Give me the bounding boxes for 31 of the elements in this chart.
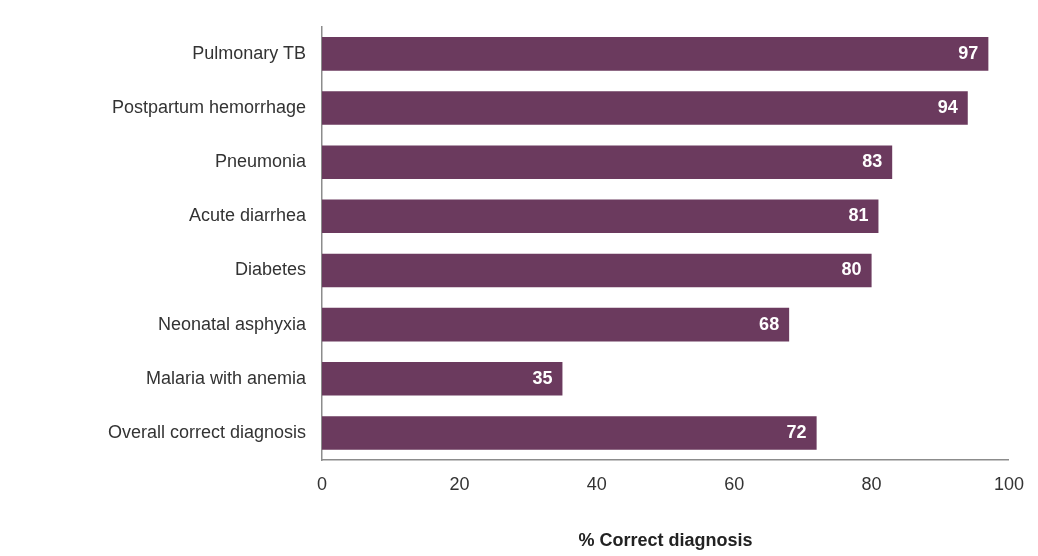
x-tick-label: 60 (724, 473, 745, 494)
data-label: 97 (958, 42, 979, 63)
x-tick-label: 20 (449, 473, 470, 494)
data-label: 72 (786, 421, 807, 442)
data-label: 35 (532, 367, 553, 388)
bar (322, 37, 989, 71)
y-tick-label: Pneumonia (214, 151, 307, 172)
x-tick-label: 0 (316, 473, 328, 494)
y-tick-label: Malaria with anemia (145, 367, 307, 388)
data-label: 68 (759, 313, 780, 334)
data-label: 81 (848, 205, 869, 226)
bar (322, 199, 879, 234)
y-tick-label: Neonatal asphyxia (157, 313, 307, 334)
y-tick-label: Pulmonary TB (192, 42, 306, 63)
data-label: 83 (862, 151, 883, 172)
y-tick-label: Postpartum hemorrhage (111, 96, 306, 117)
bar (322, 307, 790, 342)
bar (322, 416, 817, 450)
data-label: 80 (841, 259, 862, 280)
y-tick-label: Acute diarrhea (188, 205, 307, 226)
x-tick-label: 40 (586, 473, 607, 494)
y-tick-label: Overall correct diagnosis (107, 421, 306, 442)
bar (322, 91, 968, 125)
data-label: 94 (937, 96, 958, 117)
bar (322, 253, 872, 288)
y-tick-label: Diabetes (234, 259, 306, 280)
x-axis-title: % Correct diagnosis (578, 530, 753, 551)
x-tick-label: 80 (861, 473, 882, 494)
x-tick-label: 100 (993, 473, 1025, 494)
bar (322, 361, 563, 396)
bar (322, 145, 893, 179)
